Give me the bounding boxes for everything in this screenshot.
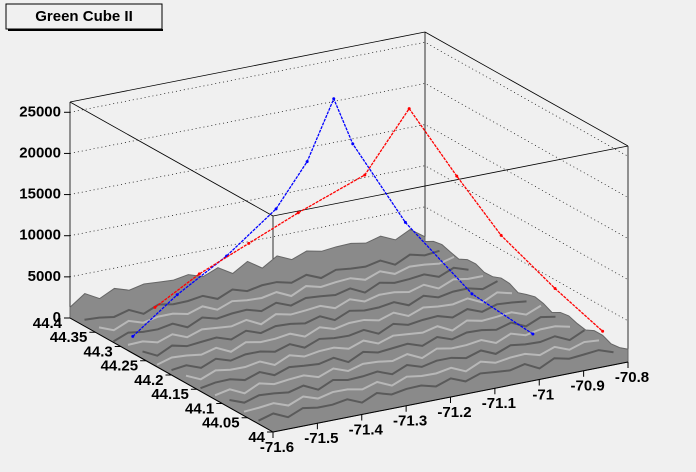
- z-tick-label: 10000: [19, 227, 61, 244]
- y-tick-label: 44.35: [50, 329, 88, 346]
- track-point: [175, 293, 179, 297]
- track-point: [247, 241, 251, 245]
- terrain-ridge: [200, 315, 556, 390]
- y-tick-label: 44.25: [101, 358, 139, 375]
- track-point: [403, 220, 407, 224]
- grid-line: [69, 41, 629, 157]
- track-point: [305, 160, 309, 164]
- z-tick-label: 25000: [19, 103, 61, 120]
- x-tick-label: -71.2: [437, 404, 471, 421]
- y-tick-label: 44.05: [202, 415, 240, 432]
- track-point: [363, 173, 367, 177]
- grid-line: [69, 83, 629, 198]
- track-point: [407, 107, 411, 111]
- x-tick-label: -70.8: [615, 369, 649, 386]
- track-point: [499, 233, 503, 237]
- box-edge: [424, 31, 629, 147]
- track-point: [601, 329, 605, 333]
- y-tick-label: 44: [248, 429, 265, 446]
- track-point: [332, 97, 336, 101]
- track-point: [531, 332, 535, 336]
- track-point: [131, 334, 135, 338]
- x-tick-label: -71.5: [304, 430, 338, 447]
- z-tick-label: 5000: [28, 268, 61, 285]
- y-tick-label: 44.1: [185, 400, 214, 417]
- y-tick-label: 44.15: [151, 386, 189, 403]
- grid-line: [69, 206, 629, 322]
- track: [132, 97, 534, 337]
- track-point: [274, 207, 278, 211]
- z-tick-label: 20000: [19, 144, 61, 161]
- terrain-ridge: [112, 266, 469, 343]
- box-edge: [69, 101, 274, 217]
- terrain-ridge: [127, 275, 484, 346]
- y-tick-label: 44.4: [33, 315, 63, 332]
- terrain-ridge: [142, 280, 498, 357]
- x-tick-label: -71: [532, 386, 554, 403]
- terrain-ridge: [258, 349, 614, 422]
- x-tick-label: -71.3: [393, 413, 427, 430]
- terrain-ridge: [185, 304, 542, 381]
- track-point: [351, 142, 355, 146]
- terrain-ridge: [214, 325, 571, 397]
- x-tick-label: -71.6: [260, 439, 294, 456]
- box-edge: [69, 31, 426, 103]
- track-point: [470, 292, 474, 296]
- terrain-ridge: [156, 291, 513, 366]
- track: [154, 107, 604, 332]
- title-box: [5, 3, 163, 30]
- grid-line: [69, 165, 629, 281]
- terrain-ridge: [229, 329, 586, 404]
- track-point: [455, 174, 459, 178]
- box-edge: [272, 145, 629, 217]
- track-point: [153, 305, 157, 309]
- grid-line: [69, 124, 629, 239]
- z-tick-label: 15000: [19, 186, 61, 203]
- z-tick-label: 0: [53, 309, 61, 326]
- x-tick-label: -70.9: [571, 378, 605, 395]
- track-point: [197, 272, 201, 276]
- terrain-ridge: [98, 255, 455, 332]
- terrain-ridge: [243, 339, 600, 413]
- terrain: [69, 228, 629, 433]
- terrain-ridge: [84, 249, 440, 321]
- track-point: [553, 287, 557, 291]
- y-tick-label: 44.3: [84, 343, 113, 360]
- x-tick-label: -71.1: [482, 395, 516, 412]
- track-point: [296, 211, 300, 215]
- y-tick-label: 44.2: [134, 372, 163, 389]
- chart-title: Green Cube II: [35, 8, 133, 25]
- x-tick-label: -71.4: [349, 421, 384, 438]
- terrain-ridge: [171, 300, 527, 371]
